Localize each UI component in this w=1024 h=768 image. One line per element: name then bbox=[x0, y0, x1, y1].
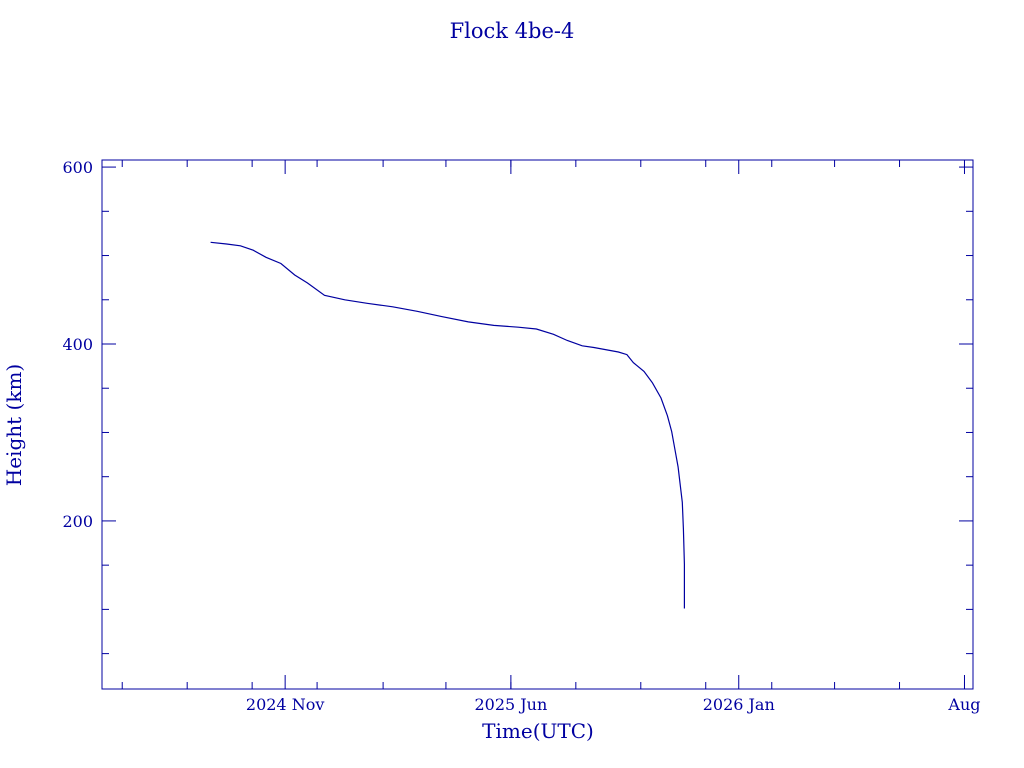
x-tick-label: 2024 Nov bbox=[246, 695, 324, 714]
x-tick-label: 2026 Jan bbox=[703, 695, 775, 714]
chart-title: Flock 4be-4 bbox=[450, 19, 575, 43]
y-tick-label: 600 bbox=[62, 158, 93, 177]
x-tick-labels: 2024 Nov 2025 Jun 2026 Jan Aug bbox=[246, 695, 981, 714]
x-tick-label: 2025 Jun bbox=[474, 695, 547, 714]
y-tick-label: 200 bbox=[62, 512, 93, 531]
plot-frame bbox=[101, 159, 974, 690]
y-tick-labels: 200 400 600 bbox=[62, 158, 93, 531]
x-axis-label: Time(UTC) bbox=[482, 719, 594, 743]
axis-ticks bbox=[102, 160, 973, 689]
altitude-series-line bbox=[210, 241, 685, 609]
x-tick-label: Aug bbox=[947, 695, 980, 714]
y-tick-label: 400 bbox=[62, 335, 93, 354]
y-axis-label: Height (km) bbox=[2, 364, 26, 486]
